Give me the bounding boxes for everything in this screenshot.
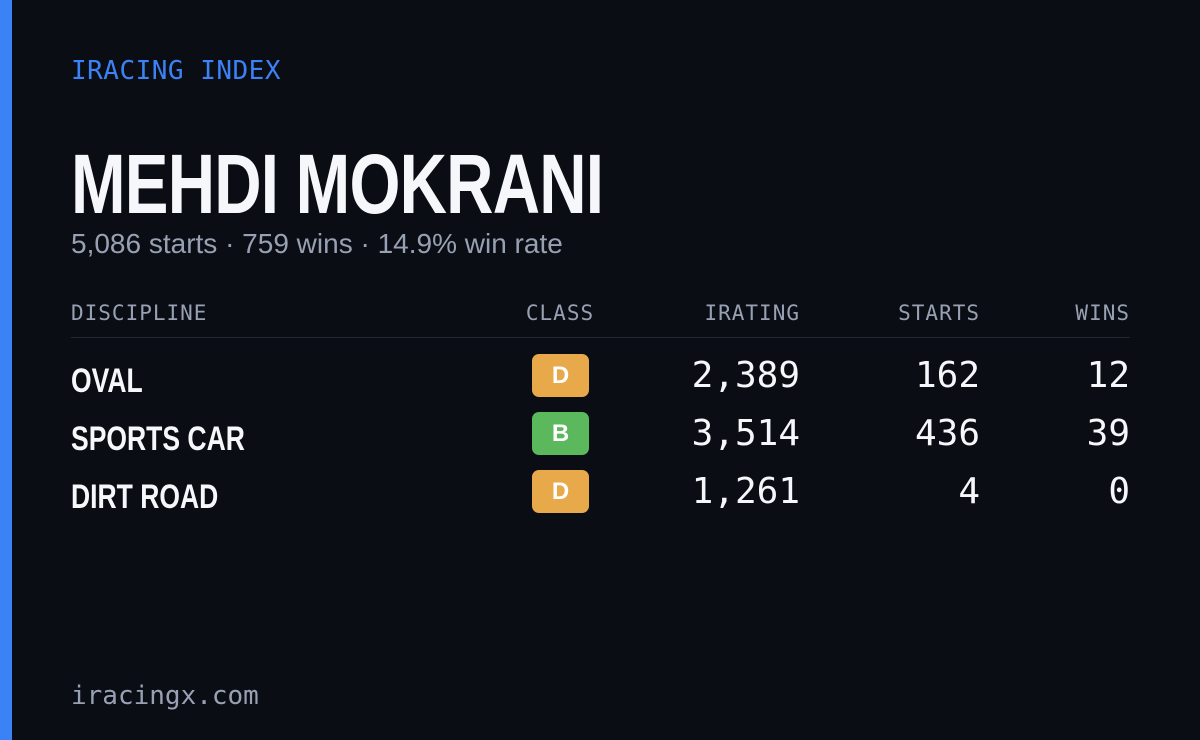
summary: 5,086 starts · 759 wins · 14.9% win rate [71,228,563,259]
driver-name: MEHDI MOKRANI [71,137,604,231]
discipline: SPORTS CAR [71,420,245,458]
class-badge: D [532,354,589,397]
discipline: DIRT ROAD [71,478,219,516]
stat-value: 12 [1086,355,1130,396]
stat-value: 4 [958,471,980,512]
stat-value: 162 [914,355,980,396]
class-badge: D [532,470,589,513]
discipline: OVAL [71,362,143,400]
stat-value: 3,514 [691,413,800,454]
stat-value: 39 [1086,413,1130,454]
stat-value: 1,261 [691,471,800,512]
stat-value: 2,389 [691,355,800,396]
column-header: STARTS [898,301,980,325]
accent-bar [0,0,12,740]
column-header: WINS [1075,301,1130,325]
stat-value: 436 [914,413,980,454]
column-header: CLASS [525,301,595,325]
column-header: DISCIPLINE [71,301,208,325]
divider [71,337,1130,338]
stat-value: 0 [1108,471,1130,512]
eyebrow: IRACING INDEX [71,56,281,86]
class-badge: B [532,412,589,455]
column-header: IRATING [704,301,800,325]
footer-site: iracingx.com [71,681,259,711]
